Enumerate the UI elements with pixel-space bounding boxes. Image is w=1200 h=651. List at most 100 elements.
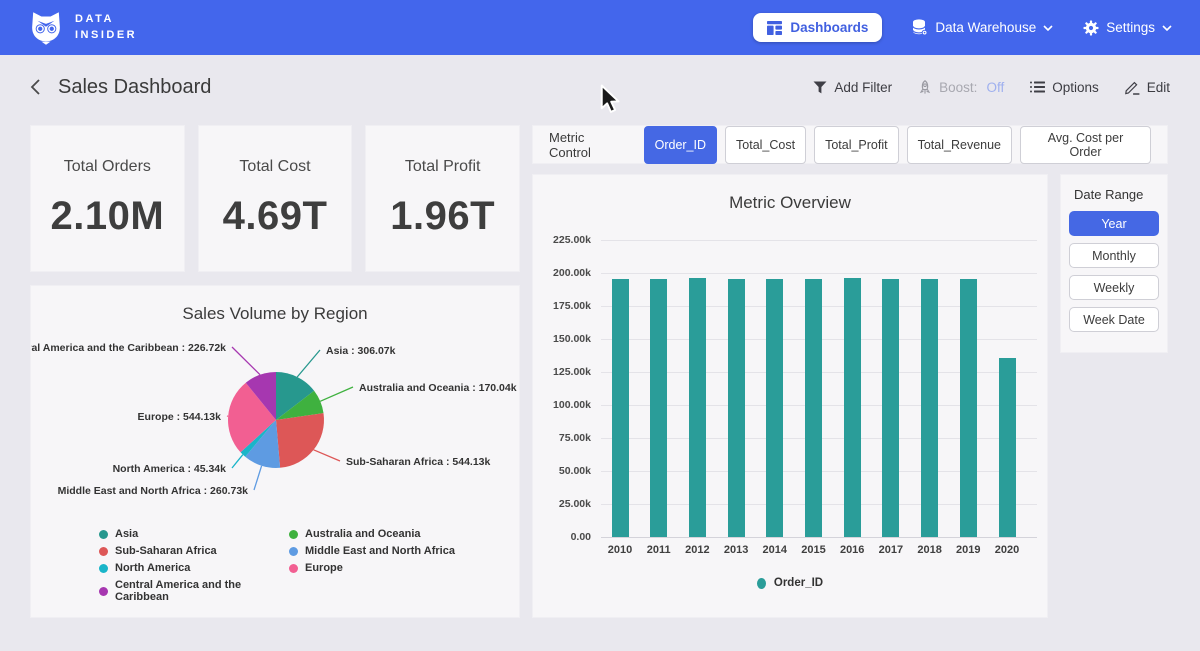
bar-2013[interactable] <box>728 279 745 537</box>
legend-label: Central America and the Caribbean <box>115 579 289 603</box>
y-tick-label: 100.00k <box>533 399 591 411</box>
x-tick-label: 2018 <box>917 544 941 556</box>
gridline <box>601 240 1037 241</box>
kpi-card: Total Cost4.69T <box>198 125 353 272</box>
pie-slice-label: North America : 45.34k <box>113 463 227 475</box>
add-filter-label: Add Filter <box>834 80 892 95</box>
metric-chip-total-cost[interactable]: Total_Cost <box>725 126 806 164</box>
bar-2016[interactable] <box>844 278 861 538</box>
legend-label: Sub-Saharan Africa <box>115 545 217 557</box>
date-range-year[interactable]: Year <box>1069 211 1159 236</box>
bar-2020[interactable] <box>999 358 1016 537</box>
bar-2011[interactable] <box>650 279 667 537</box>
metric-control-card: Metric Control Order_IDTotal_CostTotal_P… <box>532 125 1168 164</box>
x-tick-label: 2013 <box>724 544 748 556</box>
date-range-monthly[interactable]: Monthly <box>1069 243 1159 268</box>
pie-leader-line <box>232 455 243 468</box>
legend-series-name: Order_ID <box>774 577 823 589</box>
metric-chip-total-revenue[interactable]: Total_Revenue <box>907 126 1012 164</box>
pie-chart-title: Sales Volume by Region <box>31 286 519 324</box>
x-tick-label: 2020 <box>995 544 1019 556</box>
pie-legend-item[interactable]: Europe <box>289 562 455 574</box>
pie-slice-label: Asia : 306.07k <box>326 345 396 357</box>
date-range-weekly[interactable]: Weekly <box>1069 275 1159 300</box>
database-icon <box>912 19 928 36</box>
pie-legend-item[interactable]: Australia and Oceania <box>289 528 455 540</box>
options-button[interactable]: Options <box>1030 80 1099 95</box>
pie-legend-item[interactable]: Sub-Saharan Africa <box>99 545 289 557</box>
date-range-label: Date Range <box>1074 187 1159 202</box>
bar-chart-plot[interactable]: 225.00k200.00k175.00k150.00k125.00k100.0… <box>533 240 1037 537</box>
chevron-down-icon <box>1043 25 1053 31</box>
pie-slice-label: Sub-Saharan Africa : 544.13k <box>346 456 490 468</box>
pie-slice-label: Australia and Oceania : 170.04k <box>359 382 517 394</box>
pie-slice-label: Central America and the Caribbean : 226.… <box>31 342 226 354</box>
date-range-card: Date Range Year Monthly Weekly Week Date <box>1060 174 1168 353</box>
legend-dot <box>289 547 298 556</box>
date-range-week-date[interactable]: Week Date <box>1069 307 1159 332</box>
pie-legend-item[interactable]: Asia <box>99 528 289 540</box>
metric-chip-order-id[interactable]: Order_ID <box>644 126 717 164</box>
bar-2014[interactable] <box>766 279 783 537</box>
brand-logo[interactable]: DATA INSIDER <box>28 11 137 45</box>
x-tick-label: 2012 <box>685 544 709 556</box>
bar-chart-card: Metric Overview 225.00k200.00k175.00k150… <box>532 174 1048 618</box>
y-tick-label: 150.00k <box>533 333 591 345</box>
bar-2015[interactable] <box>805 279 822 537</box>
right-column: Metric Control Order_IDTotal_CostTotal_P… <box>532 125 1168 618</box>
kpi-value: 2.10M <box>50 194 164 239</box>
dashboards-label: Dashboards <box>790 20 868 35</box>
y-tick-label: 175.00k <box>533 300 591 312</box>
dashboards-button[interactable]: Dashboards <box>753 13 882 42</box>
kpi-card: Total Profit1.96T <box>365 125 520 272</box>
legend-label: Middle East and North Africa <box>305 545 455 557</box>
legend-label: Australia and Oceania <box>305 528 421 540</box>
boost-toggle[interactable]: Boost: Off <box>918 80 1004 95</box>
nav-item-settings[interactable]: Settings <box>1083 20 1172 36</box>
legend-dot <box>99 564 108 573</box>
boost-state: Off <box>986 80 1004 95</box>
x-tick-label: 2011 <box>647 544 671 556</box>
y-tick-label: 75.00k <box>533 432 591 444</box>
bar-2010[interactable] <box>612 279 629 537</box>
nav-item-data-warehouse[interactable]: Data Warehouse <box>912 19 1053 36</box>
add-filter-button[interactable]: Add Filter <box>813 80 892 95</box>
left-column: Total Orders2.10MTotal Cost4.69TTotal Pr… <box>30 125 520 618</box>
brand-line-2: INSIDER <box>75 28 137 44</box>
edit-button[interactable]: Edit <box>1125 80 1170 95</box>
metric-chip-total-profit[interactable]: Total_Profit <box>814 126 899 164</box>
pie-slice-sub-saharan-africa[interactable] <box>276 413 324 468</box>
gridline <box>601 537 1037 538</box>
pie-legend-item[interactable]: Central America and the Caribbean <box>99 579 289 603</box>
metric-control-label: Metric Control <box>549 130 630 160</box>
bar-2018[interactable] <box>921 279 938 537</box>
pie-leader-line <box>232 347 260 375</box>
options-list-icon <box>1030 81 1045 93</box>
metric-chip-avg-cost-per-order[interactable]: Avg. Cost per Order <box>1020 126 1151 164</box>
pie-chart[interactable]: Asia : 306.07k Australia and Oceania : 17… <box>31 324 521 520</box>
bar-2017[interactable] <box>882 279 899 537</box>
boost-label: Boost: <box>939 80 977 95</box>
legend-label: Europe <box>305 562 343 574</box>
kpi-label: Total Profit <box>405 158 481 176</box>
pie-chart-card: Sales Volume by Region Asia : 306.07k Aus… <box>30 285 520 618</box>
pie-legend-item[interactable]: Middle East and North Africa <box>289 545 455 557</box>
legend-dot <box>99 587 108 596</box>
settings-label: Settings <box>1106 20 1155 35</box>
kpi-card: Total Orders2.10M <box>30 125 185 272</box>
x-tick-label: 2016 <box>840 544 864 556</box>
kpi-value: 4.69T <box>223 194 328 239</box>
legend-label: North America <box>115 562 190 574</box>
data-warehouse-label: Data Warehouse <box>935 20 1036 35</box>
bar-2012[interactable] <box>689 278 706 537</box>
page-title: Sales Dashboard <box>58 76 211 99</box>
y-tick-label: 125.00k <box>533 366 591 378</box>
bar-2019[interactable] <box>960 279 977 537</box>
pencil-edit-icon <box>1125 80 1140 95</box>
options-label: Options <box>1052 80 1099 95</box>
pie-legend-item[interactable]: North America <box>99 562 289 574</box>
gridline <box>601 273 1037 274</box>
top-nav-bar: DATA INSIDER Dashboards Data <box>0 0 1200 55</box>
back-chevron-icon[interactable] <box>30 78 42 96</box>
pie-leader-line <box>314 450 340 461</box>
